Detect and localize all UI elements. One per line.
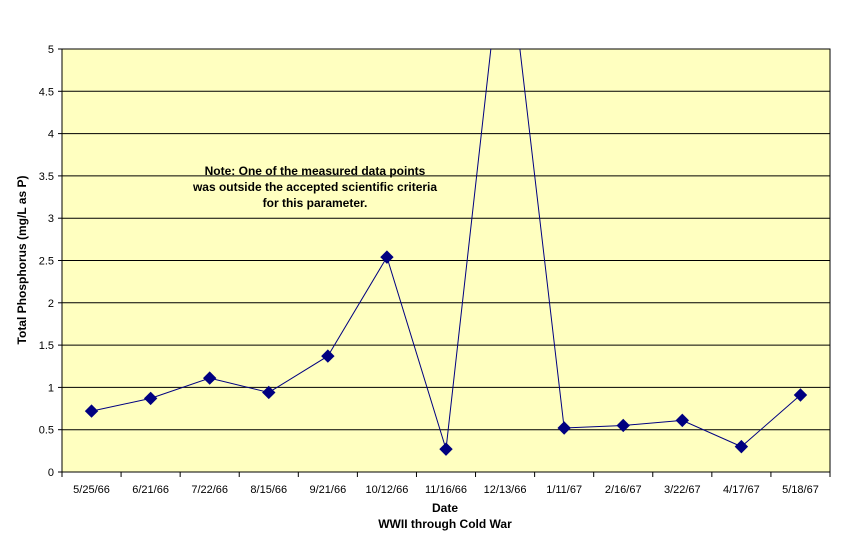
data-point-marker (262, 385, 276, 400)
data-point-marker (439, 442, 453, 456)
y-tick-label: 4 (48, 129, 54, 141)
x-axis-subtitle: WWII through Cold War (378, 517, 512, 531)
data-point-marker (734, 439, 749, 454)
y-tick-label: 4.5 (39, 86, 54, 98)
x-tick-label: 5/25/66 (73, 484, 110, 496)
x-tick-label: 1/11/67 (546, 484, 582, 496)
y-tick-label: 2 (48, 298, 54, 310)
data-point-marker (557, 421, 571, 435)
data-point-marker (675, 413, 690, 428)
x-tick-label: 7/22/66 (191, 484, 228, 496)
x-tick-label: 6/21/66 (132, 484, 169, 496)
note-line-2: was outside the accepted scientific crit… (192, 180, 437, 194)
data-point-marker (321, 349, 335, 363)
data-point-marker (84, 404, 99, 418)
y-tick-label: 0 (48, 467, 54, 479)
y-tick-label: 0.5 (39, 425, 54, 437)
x-axis: 5/25/66 6/21/66 7/22/66 8/15/66 9/21/66 10/12… (61, 472, 831, 496)
y-tick-label: 3.5 (39, 171, 54, 183)
gridlines (62, 48, 830, 431)
x-tick-label: 4/17/67 (723, 484, 760, 496)
y-tick-label: 3 (48, 213, 54, 225)
note-line-1: Note: One of the measured data points (205, 164, 426, 178)
data-point-marker (616, 418, 630, 433)
x-tick-label: 2/16/67 (605, 484, 642, 496)
y-axis-title: Total Phosphorus (mg/L as P) (15, 176, 29, 345)
x-tick-label: 12/13/66 (484, 484, 527, 496)
note-line-3: for this parameter. (263, 196, 368, 210)
y-tick-label: 1.5 (39, 340, 54, 352)
markers-group (84, 250, 808, 456)
x-axis-title: Date (432, 501, 458, 515)
x-tick-label: 11/16/66 (425, 484, 467, 496)
y-tick-label: 2.5 (39, 256, 54, 268)
y-tick-label: 1 (48, 382, 54, 394)
x-tick-label: 8/15/66 (250, 484, 287, 496)
data-point-marker (793, 388, 808, 402)
data-point-marker (380, 250, 394, 264)
data-point-marker (143, 391, 158, 406)
x-tick-label: 9/21/66 (309, 484, 346, 496)
y-axis: 0 0.5 1 1.5 2 2.5 3 3.5 4 4.5 5 (39, 44, 62, 479)
data-point-marker (202, 371, 217, 385)
x-tick-label: 10/12/66 (366, 484, 409, 496)
x-tick-label: 5/18/67 (782, 484, 819, 496)
y-tick-label: 5 (48, 44, 54, 56)
x-tick-label: 3/22/67 (664, 484, 701, 496)
